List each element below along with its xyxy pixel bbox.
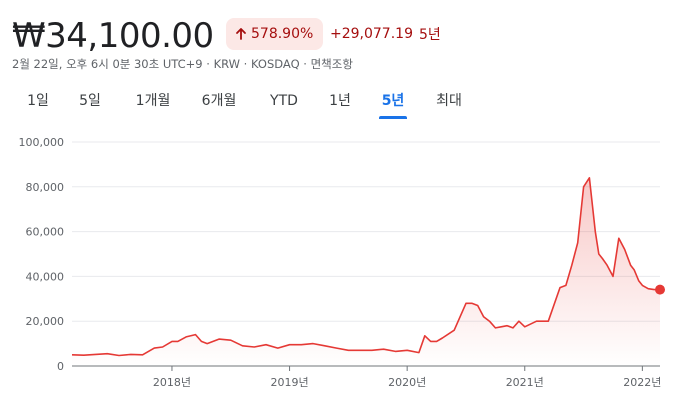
x-axis: 2018년 2019년 2020년 2021년 2022년 bbox=[72, 365, 661, 389]
x-tick-label: 2021년 bbox=[506, 376, 544, 389]
quote-meta: 2월 22일, 오후 6시 0분 30초 UTC+9 · KRW · KOSDA… bbox=[12, 57, 353, 71]
tab-1m[interactable]: 1개월 bbox=[135, 93, 171, 109]
y-tick-label: 20,000 bbox=[26, 315, 65, 328]
x-tick-label: 2018년 bbox=[153, 376, 191, 389]
y-axis-labels: 0 20,000 40,000 60,000 80,000 100,000 bbox=[19, 136, 65, 373]
price-area-fill bbox=[72, 177, 660, 366]
tab-ytd[interactable]: YTD bbox=[270, 93, 298, 109]
last-price-marker bbox=[655, 284, 665, 295]
absolute-change-value: +29,077.19 bbox=[330, 26, 413, 42]
y-tick-label: 60,000 bbox=[26, 226, 65, 239]
x-tick-label: 2022년 bbox=[623, 376, 661, 389]
tab-5d[interactable]: 5일 bbox=[79, 93, 101, 109]
x-tick-label: 2020년 bbox=[388, 376, 426, 389]
price-line bbox=[71, 177, 660, 357]
y-tick-label: 80,000 bbox=[26, 181, 65, 194]
range-tabs: 1일 5일 1개월 6개월 YTD 1년 5년 최대 bbox=[0, 84, 680, 124]
tab-6m[interactable]: 6개월 bbox=[201, 93, 237, 109]
current-price: ₩34,100.00 bbox=[12, 16, 214, 56]
last-price-marker-layer bbox=[655, 284, 665, 295]
absolute-change: +29,077.19 5년 bbox=[330, 18, 441, 50]
price-area bbox=[72, 177, 660, 366]
price-line-layer bbox=[71, 177, 660, 357]
tab-max[interactable]: 최대 bbox=[436, 93, 462, 109]
tab-1d[interactable]: 1일 bbox=[27, 93, 49, 109]
y-tick-label: 40,000 bbox=[26, 270, 65, 283]
percent-change-badge: 578.90% bbox=[226, 18, 324, 50]
percent-change-value: 578.90% bbox=[251, 26, 314, 42]
y-tick-label: 0 bbox=[57, 360, 64, 373]
x-tick-label: 2019년 bbox=[270, 376, 308, 389]
tab-5y[interactable]: 5년 bbox=[379, 84, 407, 119]
y-tick-label: 100,000 bbox=[19, 136, 65, 149]
change-period: 5년 bbox=[418, 27, 441, 43]
tab-1y[interactable]: 1년 bbox=[329, 93, 351, 109]
arrow-up-icon bbox=[236, 28, 246, 40]
